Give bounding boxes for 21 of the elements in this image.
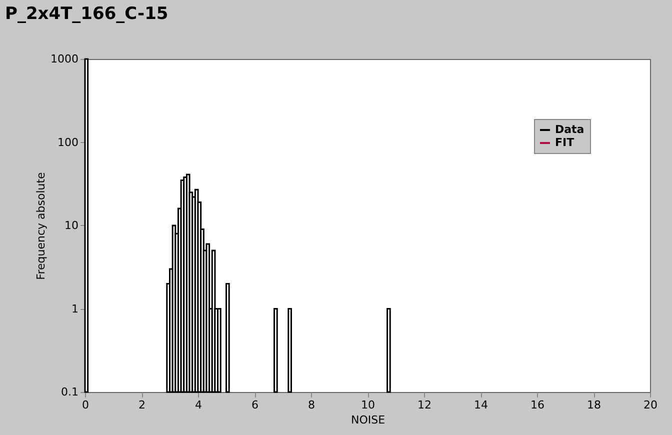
legend-label: FIT (555, 136, 575, 149)
x-tick-label: 16 (530, 398, 544, 412)
x-tick-label: 6 (252, 398, 258, 412)
x-tick-label: 18 (587, 398, 601, 412)
chart-title: P_2x4T_166_C-15 (5, 4, 168, 24)
x-tick-label: 14 (474, 398, 488, 412)
x-tick-label: 10 (361, 398, 375, 412)
y-tick-label: 1000 (50, 52, 78, 66)
y-tick-label: 100 (58, 136, 78, 149)
y-tick-label: 10 (64, 219, 78, 232)
x-tick-label: 20 (644, 398, 658, 412)
x-tick-label: 12 (418, 398, 432, 412)
x-axis-title: NOISE (350, 414, 386, 426)
y-axis-title: Frequency absolute (34, 172, 48, 280)
x-tick-label: 2 (138, 398, 146, 412)
x-tick-label: 8 (308, 398, 315, 412)
y-tick-label: 0.1 (61, 386, 78, 398)
x-tick-label: 0 (82, 398, 89, 412)
y-tick-label: 1 (72, 302, 78, 316)
x-tick-label: 4 (195, 398, 202, 412)
legend-label: Data (555, 123, 584, 136)
